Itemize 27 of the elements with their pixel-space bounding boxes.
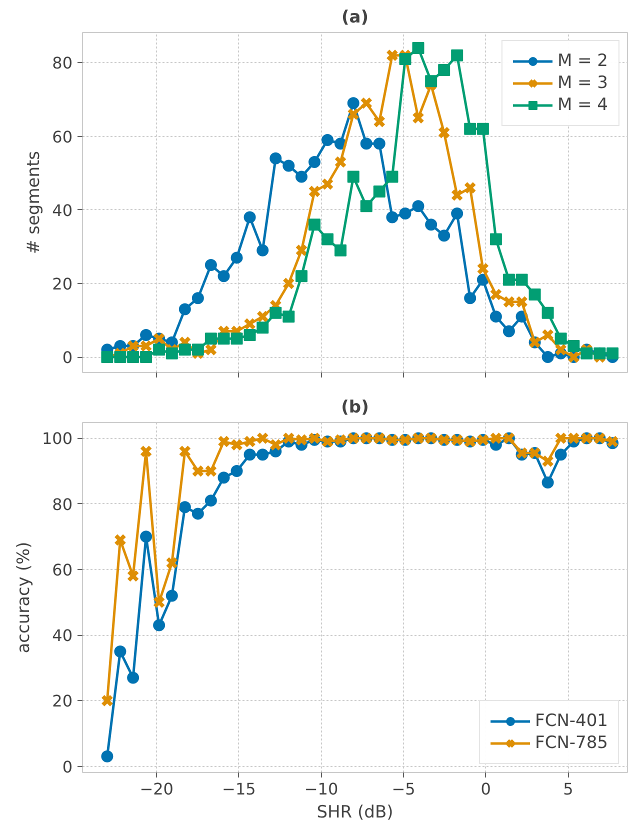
legend-label: M = 3 <box>557 73 608 93</box>
y-tick-label: 80 <box>52 494 72 514</box>
y-axis-title: accuracy (%) <box>14 542 34 654</box>
y-tick-label: 20 <box>52 274 72 294</box>
legend-label: M = 4 <box>557 95 608 115</box>
legend-label: M = 2 <box>557 51 608 71</box>
x-tick-label: 5 <box>563 780 574 798</box>
x-tick-label: −5 <box>392 780 416 798</box>
x-tick-label: −10 <box>304 780 338 798</box>
x-tick-label: −20 <box>140 780 174 798</box>
y-tick-label: 60 <box>52 560 72 580</box>
y-tick-label: 60 <box>52 127 72 146</box>
y-tick-label: 20 <box>52 692 72 711</box>
legend-label: FCN-785 <box>535 733 608 753</box>
chart-title: (b) <box>341 398 369 418</box>
y-tick-label: 40 <box>52 626 72 646</box>
y-axis-title: # segments <box>24 150 44 254</box>
y-tick-label: 40 <box>52 200 72 220</box>
x-tick-label: −15 <box>222 780 256 798</box>
y-tick-label: 80 <box>52 54 72 73</box>
y-tick-label: 0 <box>62 757 73 776</box>
y-tick-label: 0 <box>62 348 73 368</box>
x-tick-label: 0 <box>480 780 491 798</box>
y-tick-label: 100 <box>42 429 73 448</box>
x-axis-title: SHR (dB) <box>316 802 394 822</box>
legend-label: FCN-401 <box>535 711 608 731</box>
chart-title: (a) <box>341 8 369 28</box>
